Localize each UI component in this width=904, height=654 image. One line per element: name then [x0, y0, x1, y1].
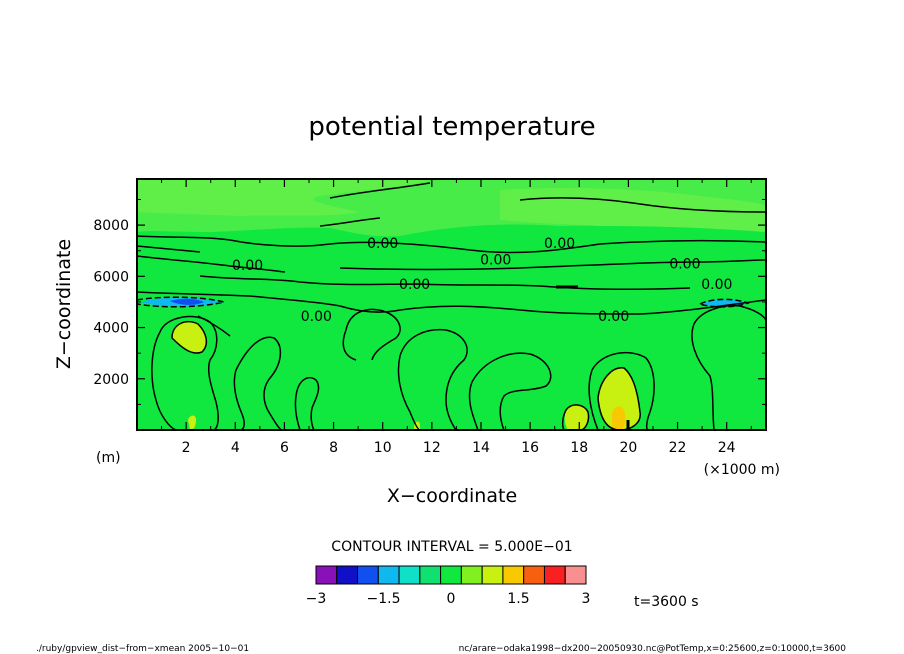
contour-line — [136, 235, 767, 254]
colorbar-swatch — [523, 565, 545, 585]
x-axis: 2 4 6 8 10 12 14 16 18 20 22 24 — [161, 179, 752, 456]
x-tick-label: 10 — [374, 440, 392, 456]
contour-label: 0.00 — [701, 277, 732, 293]
x-tick-label: 24 — [718, 440, 736, 456]
x-tick-label: 2 — [182, 440, 191, 456]
contour-line — [151, 315, 219, 431]
contour-line — [597, 367, 641, 431]
positive-anomaly-fill — [598, 367, 641, 430]
warm-anomaly-fill — [612, 406, 626, 430]
y-unit-label: (m) — [96, 450, 121, 466]
x-unit-label: (×1000 m) — [704, 462, 780, 478]
contour-line — [339, 259, 767, 271]
contour-line — [171, 320, 208, 354]
positive-anomaly-fill — [564, 404, 589, 430]
contour-label: 0.00 — [669, 257, 700, 273]
contour-line — [698, 298, 751, 308]
contour-interval-text: CONTOUR INTERVAL = 5.000E−01 — [331, 539, 572, 555]
colorbar-swatch — [543, 565, 566, 585]
footer-left: ./ruby/gpview_dist−from−xmean 2005−10−01 — [36, 644, 249, 654]
strong-negative-anomaly-fill — [170, 298, 204, 305]
colorbar-swatch — [336, 565, 359, 585]
contour-label: 0.00 — [301, 309, 332, 325]
colorbar-swatch — [315, 565, 338, 585]
footer-right: nc/arare−odaka1998−dx200−20050930.nc@Pot… — [459, 644, 847, 654]
x-tick-label: 20 — [619, 440, 637, 456]
x-tick-label: 18 — [570, 440, 588, 456]
contour-line — [342, 308, 401, 361]
x-tick-label: 6 — [280, 440, 289, 456]
colorbar-swatch — [377, 565, 400, 585]
contour-line — [136, 245, 201, 253]
colorbar-swatch — [419, 565, 442, 585]
x-tick-label: 16 — [521, 440, 539, 456]
colorbar-swatch — [398, 565, 421, 585]
contour-label: 0.00 — [367, 236, 398, 252]
contour-label: 0.00 — [598, 309, 629, 325]
contour-line — [199, 275, 691, 291]
plot-area: 0.00 0.000.00 0.00 0.000.00 0.000.00 0.00 — [136, 178, 767, 431]
contour-line — [561, 404, 590, 431]
contour-line — [319, 182, 431, 227]
colorbar — [315, 565, 587, 585]
contour-line — [136, 255, 286, 273]
contour-line — [397, 328, 468, 431]
contour-line — [691, 304, 767, 431]
y-tick-label: 2000 — [93, 372, 129, 388]
time-label: t=3600 s — [634, 594, 699, 610]
plot-frame — [136, 178, 767, 431]
y-tick-label: 4000 — [93, 321, 129, 337]
contour-line — [519, 197, 767, 213]
upper-right-fill — [500, 188, 766, 232]
y-axis: 2000 4000 6000 8000 — [93, 198, 766, 405]
contour-line — [233, 336, 283, 431]
contour-labels: 0.00 0.000.00 0.00 0.000.00 0.000.00 0.00 — [232, 236, 732, 325]
contour-fills — [137, 179, 766, 430]
x-tick-label: 8 — [329, 440, 338, 456]
y-tick-label: 6000 — [93, 269, 129, 285]
y-tick-label: 8000 — [93, 218, 129, 234]
x-axis-title: X−coordinate — [387, 485, 517, 507]
contour-line — [294, 376, 320, 431]
colorbar-swatch — [460, 565, 483, 585]
colorbar-tick-label: 3 — [582, 591, 591, 607]
x-tick-label: 4 — [231, 440, 240, 456]
x-tick-label: 12 — [423, 440, 441, 456]
x-tick-label: 22 — [669, 440, 687, 456]
colorbar-swatch — [481, 565, 504, 585]
contour-line — [468, 352, 552, 431]
positive-anomaly-fill — [188, 415, 196, 430]
y-axis-title: Z−coordinate — [53, 239, 75, 369]
contour-label: 0.00 — [232, 258, 263, 274]
colorbar-tick-label: 0 — [447, 591, 456, 607]
chart-title: potential temperature — [308, 112, 595, 142]
upper-left-fill — [137, 179, 430, 216]
colorbar-tick-label: −1.5 — [367, 591, 401, 607]
colorbar-swatch — [440, 565, 462, 585]
contour-label: 0.00 — [544, 236, 575, 252]
contour-label: 0.00 — [480, 253, 511, 269]
x-tick-label: 14 — [472, 440, 490, 456]
colorbar-tick-labels: −3 −1.5 0 1.5 3 — [306, 591, 591, 607]
contour-line — [588, 351, 655, 431]
contour-line — [136, 291, 767, 315]
colorbar-swatch — [564, 565, 587, 585]
contour-lines — [136, 182, 767, 431]
colorbar-tick-label: 1.5 — [507, 591, 529, 607]
colorbar-tick-label: −3 — [306, 591, 327, 607]
colorbar-swatch — [357, 565, 379, 585]
contour-label: 0.00 — [399, 277, 430, 293]
colorbar-swatch — [502, 565, 525, 585]
